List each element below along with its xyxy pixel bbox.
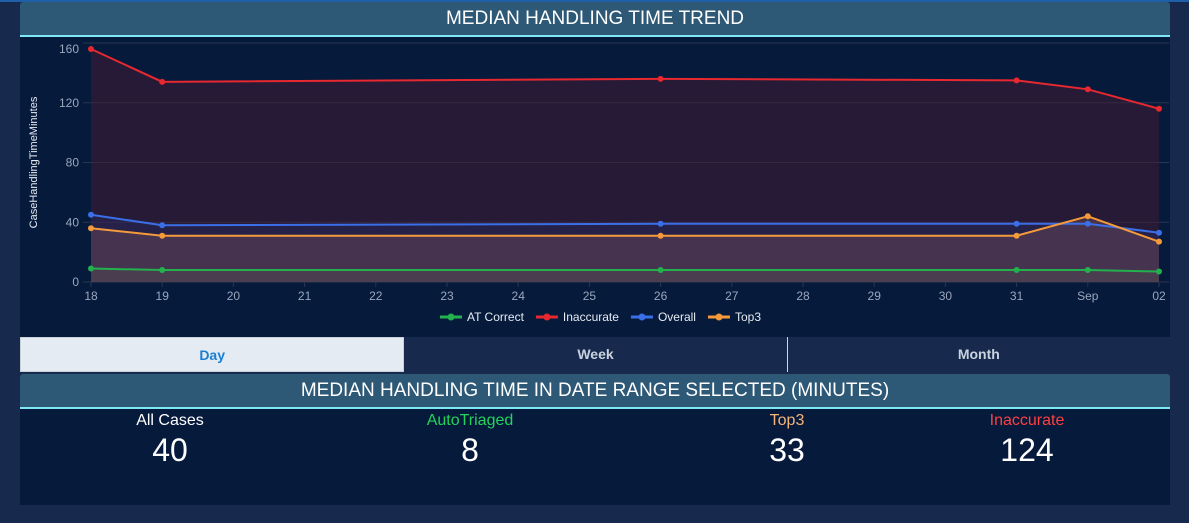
- x-tick-label: 31: [1010, 289, 1024, 303]
- legend-label: Top3: [735, 310, 761, 324]
- data-point: [1013, 267, 1020, 274]
- y-tick-label: 160: [59, 42, 79, 56]
- y-axis-label: CaseHandlingTimeMinutes: [28, 96, 40, 228]
- stat-autotriaged: AutoTriaged 8: [370, 412, 570, 469]
- data-point: [159, 222, 166, 229]
- y-tick-label: 40: [66, 215, 80, 229]
- summary-stats: All Cases 40 AutoTriaged 8 Top3 33 Inacc…: [20, 409, 1170, 505]
- series-line-top3: [90, 215, 1160, 243]
- legend-label: Overall: [658, 310, 696, 324]
- legend-marker: [715, 313, 723, 321]
- legend-label: AT Correct: [467, 310, 525, 324]
- stat-value: 33: [769, 432, 805, 468]
- data-point: [657, 232, 664, 239]
- stat-all-cases: All Cases 40: [70, 412, 270, 469]
- data-point: [657, 267, 664, 274]
- data-point: [657, 75, 664, 82]
- data-point: [159, 267, 166, 274]
- trend-chart: 0 40 80 120 160 18 19 20 21 22 23 24 25 26 27 28 29 30 31 S…: [20, 37, 1170, 337]
- granularity-tabs: Day Week Month: [20, 337, 1170, 372]
- stat-top3: Top3 33: [687, 412, 887, 469]
- data-point: [1084, 220, 1091, 227]
- stat-label: Top3: [769, 412, 805, 429]
- data-point: [1013, 77, 1020, 84]
- x-tick-label: 18: [84, 289, 98, 303]
- series-area-top3: [91, 216, 1159, 282]
- stat-label: Inaccurate: [989, 412, 1065, 429]
- x-tick-label: Sep: [1077, 289, 1099, 303]
- x-tick-label: 22: [369, 289, 383, 303]
- data-point: [657, 220, 664, 227]
- stat-value: 8: [461, 432, 479, 468]
- x-tick-label: 25: [583, 289, 597, 303]
- tab-week[interactable]: Week: [404, 337, 787, 372]
- data-point: [159, 78, 166, 85]
- stat-label: AutoTriaged: [426, 412, 514, 429]
- y-tick-label: 80: [66, 156, 80, 170]
- data-point: [1084, 267, 1091, 274]
- stat-value: 124: [1000, 432, 1054, 468]
- x-tick-label: 29: [868, 289, 882, 303]
- x-tick-label: 20: [227, 289, 241, 303]
- data-point: [1156, 105, 1162, 112]
- stat-inaccurate: Inaccurate 124: [927, 412, 1127, 469]
- series-line-at-correct: [90, 267, 1160, 273]
- legend-marker: [638, 313, 646, 321]
- x-tick-label: 27: [725, 289, 739, 303]
- series-line-inaccurate: [90, 48, 1160, 110]
- series-line-overall: [90, 213, 1160, 234]
- series-area-at-correct: [91, 268, 1159, 282]
- data-point: [88, 225, 94, 232]
- tab-month[interactable]: Month: [786, 337, 1170, 372]
- summary-header: MEDIAN HANDLING TIME IN DATE RANGE SELEC…: [20, 374, 1170, 409]
- data-point: [88, 265, 94, 272]
- x-tick-label: 26: [654, 289, 668, 303]
- data-point: [1084, 86, 1091, 93]
- top-accent-line: [0, 0, 1189, 2]
- series-area-overall: [91, 214, 1159, 282]
- data-point: [1084, 213, 1091, 220]
- x-tick-label: 19: [156, 289, 170, 303]
- data-point: [1013, 232, 1020, 239]
- stat-value: 40: [152, 432, 188, 468]
- trend-chart-svg: 0 40 80 120 160 18 19 20 21 22 23 24 25 26 27 28 29 30 31 S…: [28, 42, 1169, 324]
- legend-label: Inaccurate: [563, 310, 619, 324]
- legend-marker: [447, 313, 455, 321]
- x-tick-label: 28: [796, 289, 810, 303]
- data-point: [1156, 238, 1162, 245]
- y-tick-label: 0: [72, 275, 79, 289]
- data-point: [88, 211, 94, 218]
- x-tick-label: 21: [298, 289, 312, 303]
- legend-marker: [543, 313, 551, 321]
- data-point: [88, 45, 94, 52]
- y-tick-label: 120: [59, 96, 79, 110]
- data-point: [1156, 268, 1162, 275]
- x-tick-label: 24: [512, 289, 526, 303]
- data-point: [159, 232, 166, 239]
- chart-header: MEDIAN HANDLING TIME TREND: [20, 2, 1170, 37]
- x-tick-label: 02: [1152, 289, 1166, 303]
- x-tick-label: 30: [939, 289, 953, 303]
- x-tick-label: 23: [440, 289, 454, 303]
- tab-day[interactable]: Day: [20, 337, 405, 372]
- data-point: [1156, 229, 1162, 236]
- stat-label: All Cases: [136, 412, 204, 429]
- data-point: [1013, 220, 1020, 227]
